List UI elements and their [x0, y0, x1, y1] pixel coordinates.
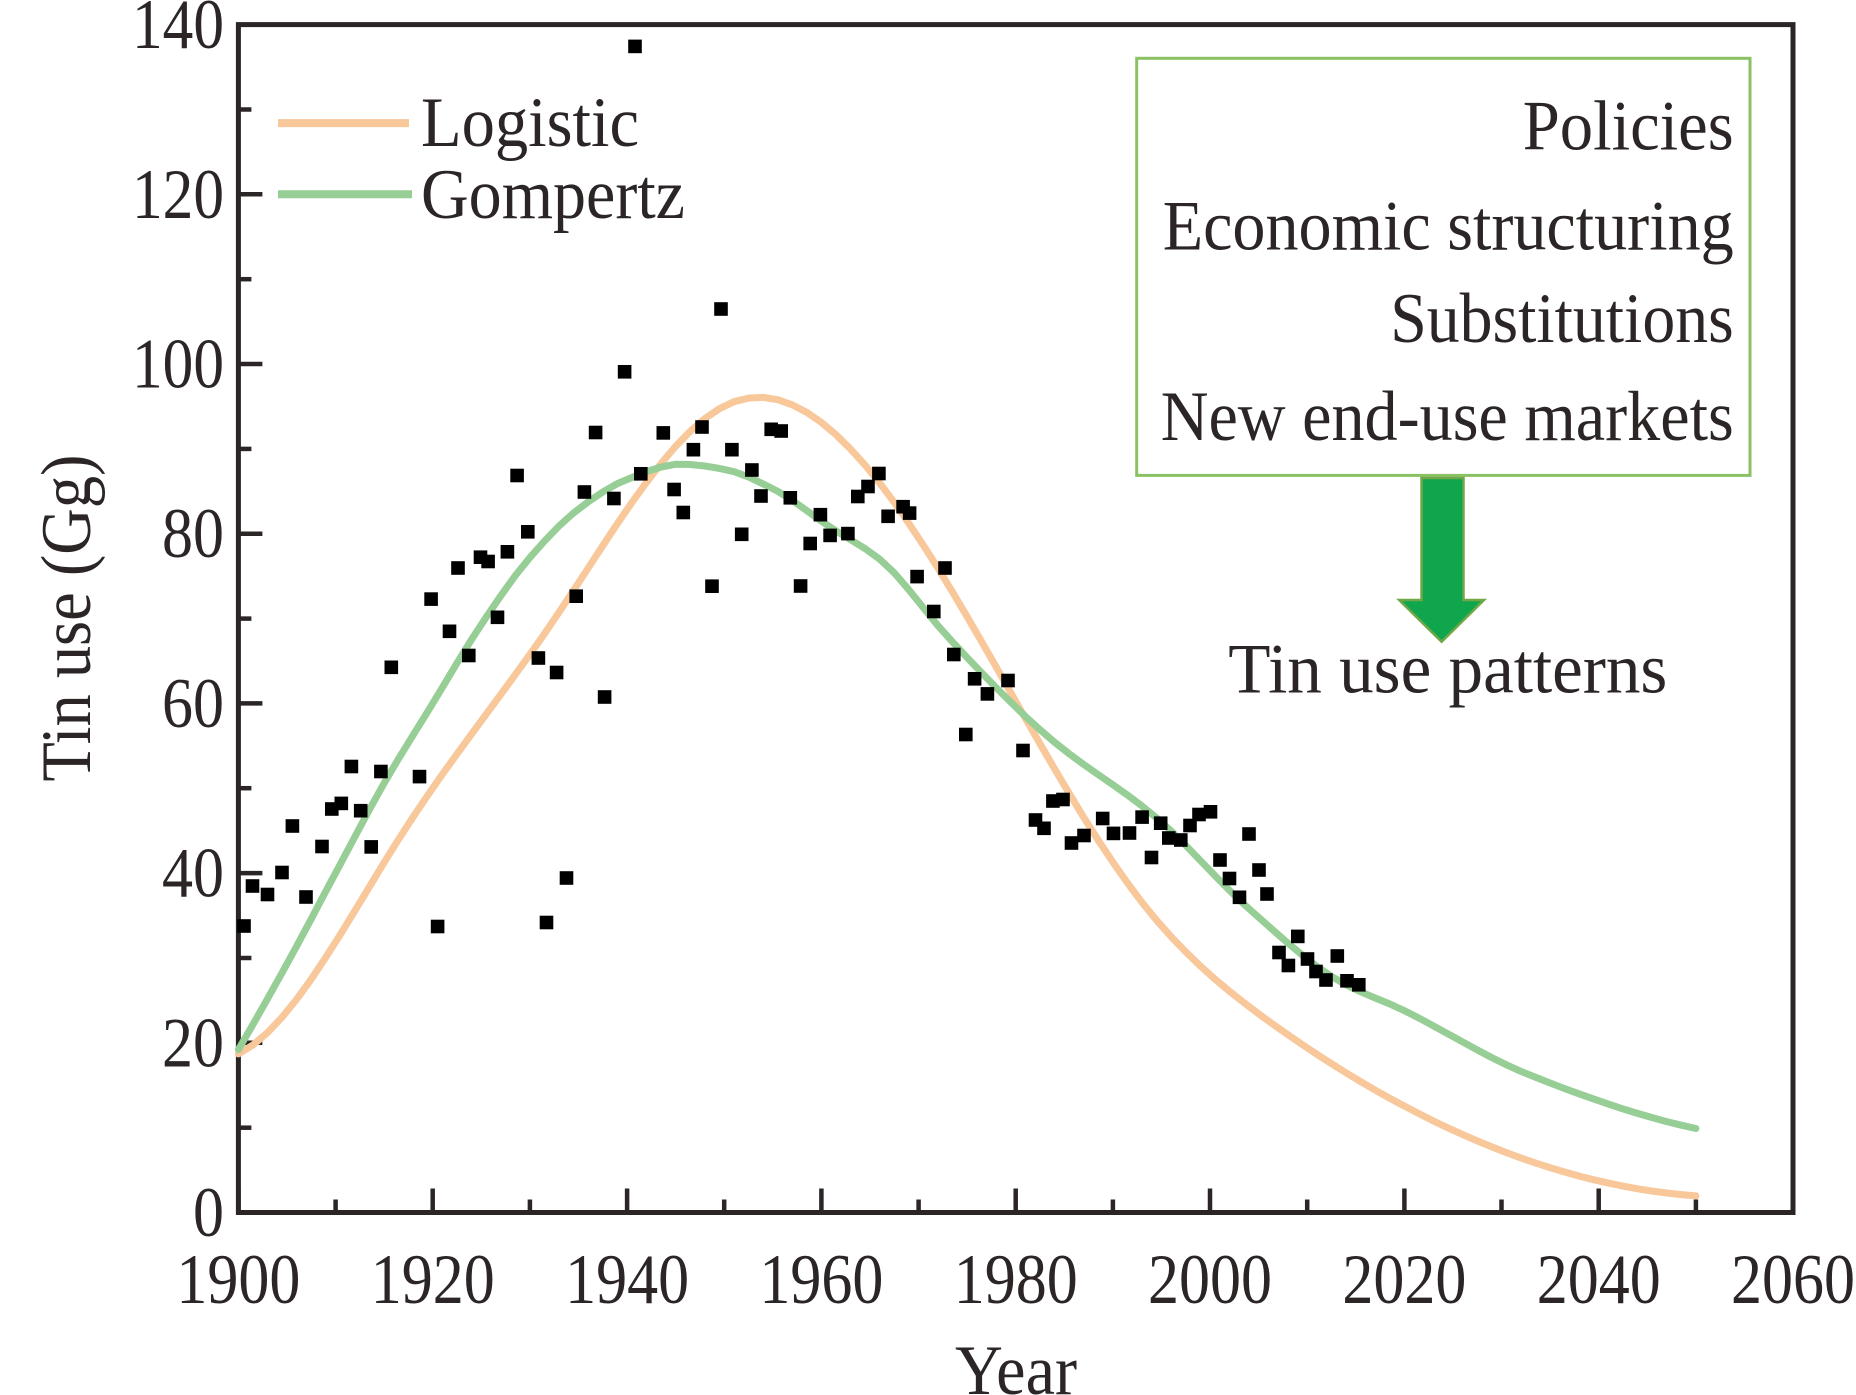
- svg-text:120: 120: [132, 156, 224, 234]
- svg-text:Tin use patterns: Tin use patterns: [1228, 631, 1667, 709]
- svg-text:Tin use (Gg): Tin use (Gg): [28, 455, 106, 782]
- svg-text:60: 60: [162, 665, 224, 743]
- svg-text:Year: Year: [955, 1332, 1077, 1395]
- svg-text:1980: 1980: [954, 1241, 1078, 1319]
- svg-text:140: 140: [132, 0, 224, 64]
- svg-text:0: 0: [193, 1174, 224, 1252]
- svg-text:1940: 1940: [565, 1241, 689, 1319]
- svg-text:2040: 2040: [1537, 1241, 1661, 1319]
- svg-text:New end-use markets: New end-use markets: [1161, 378, 1734, 456]
- svg-text:Policies: Policies: [1523, 87, 1734, 165]
- svg-text:20: 20: [162, 1004, 224, 1082]
- svg-text:40: 40: [162, 835, 224, 913]
- svg-text:1920: 1920: [371, 1241, 495, 1319]
- svg-text:100: 100: [132, 326, 224, 404]
- svg-text:2020: 2020: [1342, 1241, 1466, 1319]
- svg-text:Logistic: Logistic: [421, 84, 639, 162]
- svg-text:Gompertz: Gompertz: [421, 156, 685, 234]
- svg-text:1960: 1960: [759, 1241, 883, 1319]
- svg-text:Substitutions: Substitutions: [1390, 280, 1734, 358]
- svg-text:80: 80: [162, 495, 224, 573]
- svg-text:Economic structuring: Economic structuring: [1163, 187, 1734, 265]
- svg-text:1900: 1900: [176, 1241, 300, 1319]
- svg-text:2000: 2000: [1148, 1241, 1272, 1319]
- svg-text:2060: 2060: [1731, 1241, 1855, 1319]
